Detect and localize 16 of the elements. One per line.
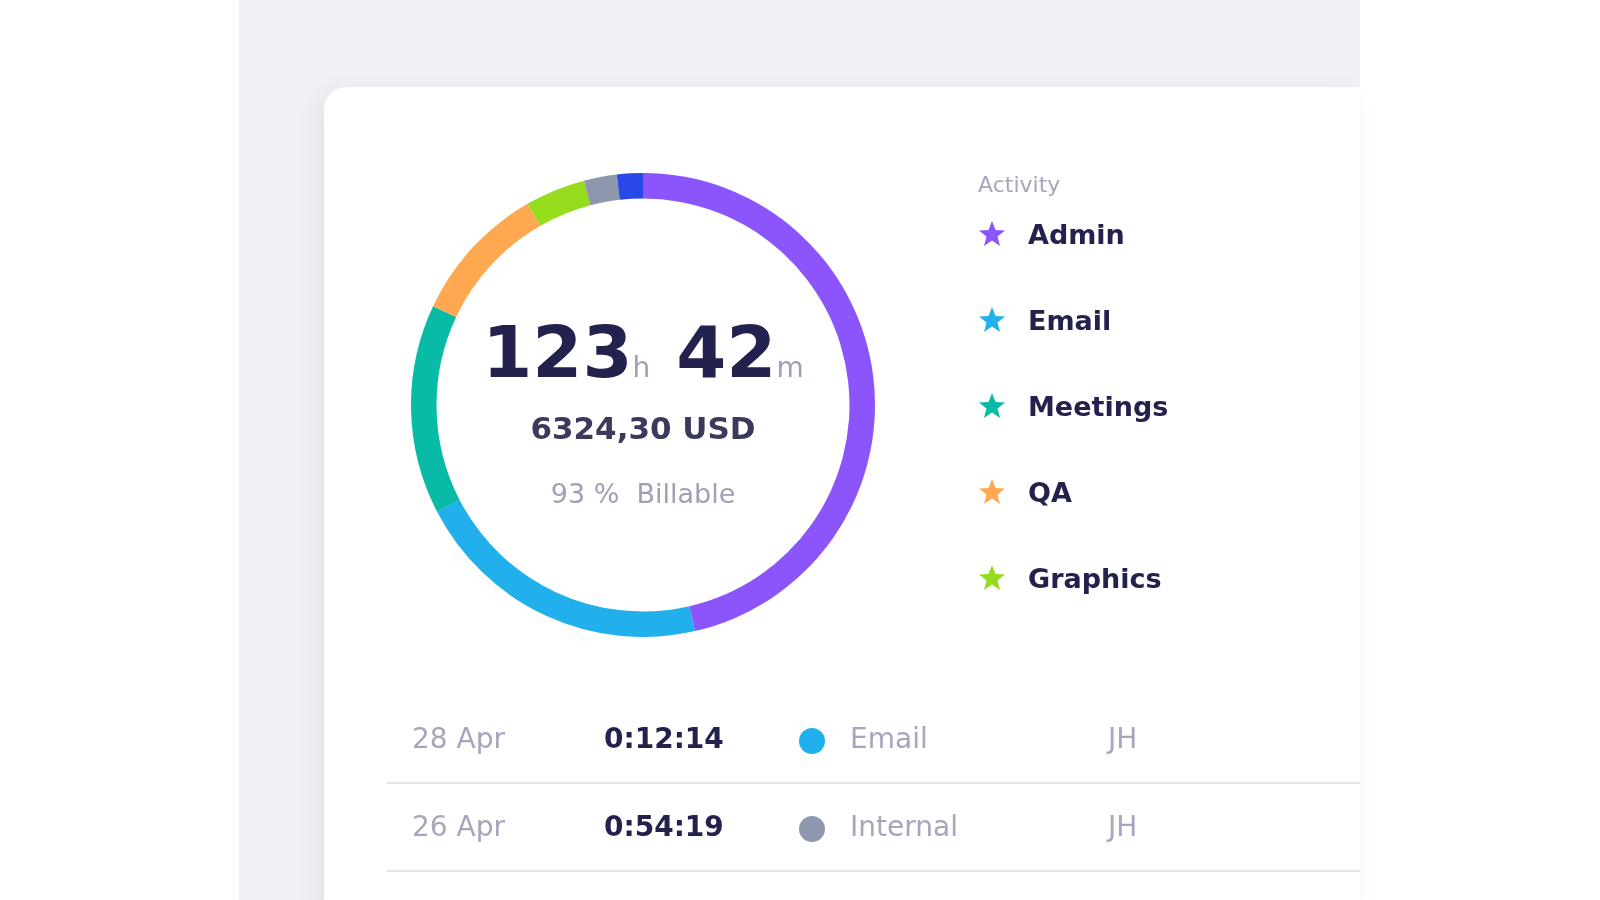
text: JH xyxy=(1108,722,1138,755)
text: Email xyxy=(850,722,928,755)
legend-title: Activity xyxy=(978,172,1062,197)
legend-label: Admin xyxy=(1028,218,1125,250)
legend-label: Email xyxy=(1028,304,1112,336)
text: 6324,30 USD xyxy=(529,410,757,446)
text: 0:12:14 xyxy=(604,722,724,755)
text: 0:54:19 xyxy=(604,810,724,843)
text: 93 % Billable xyxy=(549,478,737,509)
legend-label: QA xyxy=(1028,476,1072,508)
legend-label: Graphics xyxy=(1028,562,1162,594)
text: 28 Apr xyxy=(412,722,505,755)
text: 26 Apr xyxy=(412,810,505,843)
text: Internal xyxy=(850,810,958,843)
legend-label: Meetings xyxy=(1028,390,1169,422)
text: JH xyxy=(1108,810,1138,843)
